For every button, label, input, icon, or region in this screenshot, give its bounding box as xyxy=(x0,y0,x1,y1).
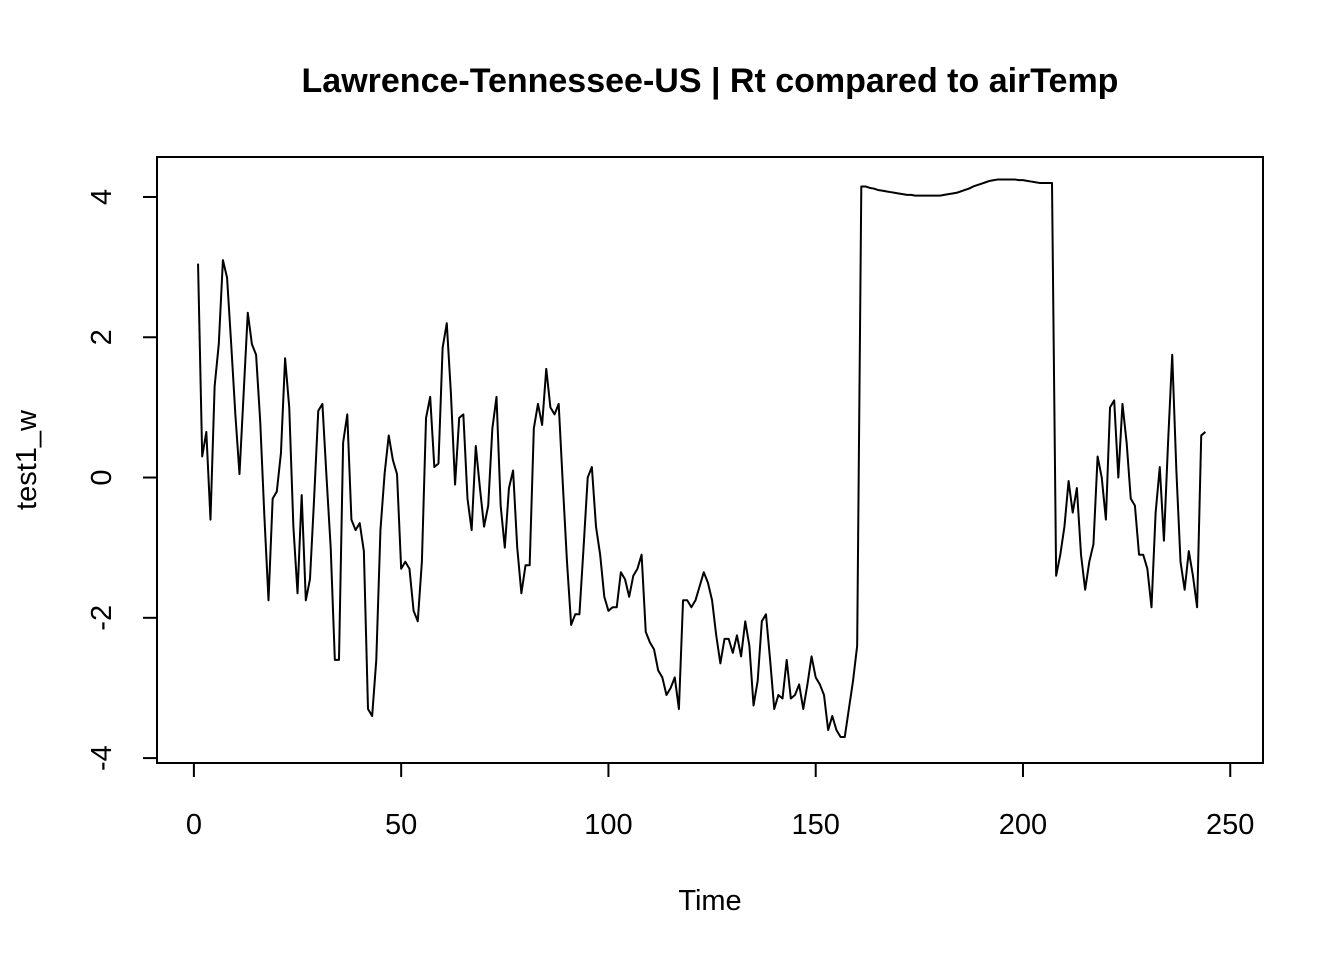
series-line xyxy=(197,178,1207,739)
x-tick-label: 250 xyxy=(1206,809,1254,841)
x-axis-label: Time xyxy=(678,885,741,917)
x-tick-label: 50 xyxy=(385,809,417,841)
y-tick-label: -4 xyxy=(86,745,118,771)
y-tick-label: 0 xyxy=(86,469,118,485)
x-tick-label: 150 xyxy=(792,809,840,841)
chart-title: Lawrence-Tennessee-US | Rt compared to a… xyxy=(302,62,1119,100)
y-tick-label: -2 xyxy=(86,605,118,631)
x-tick-label: 100 xyxy=(584,809,632,841)
x-axis: 0 50 100 150 200 250 xyxy=(186,762,1254,841)
x-tick-label: 200 xyxy=(999,809,1047,841)
y-tick-label: 4 xyxy=(86,189,118,205)
y-tick-label: 2 xyxy=(86,329,118,345)
y-axis: -4 -2 0 2 4 xyxy=(86,189,158,771)
y-axis-label: test1_w xyxy=(11,409,43,510)
x-tick-label: 0 xyxy=(186,809,202,841)
